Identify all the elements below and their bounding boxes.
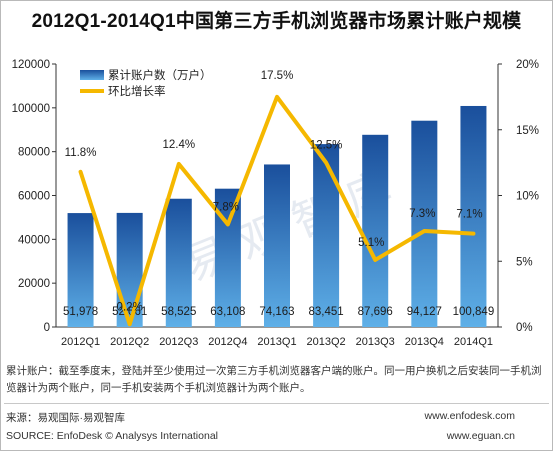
y-tick-label: 60000	[18, 191, 50, 203]
x-tick-label: 2012Q4	[208, 336, 247, 348]
line-value-label: 7.3%	[409, 208, 435, 220]
bar-accounts	[67, 213, 94, 327]
legend-label-bar: 累计账户数（万户）	[108, 68, 212, 82]
bar-accounts	[313, 144, 340, 327]
bar-value-label: 87,696	[358, 306, 393, 318]
bar-value-label: 100,849	[453, 306, 495, 318]
line-value-label: 5.1%	[358, 237, 384, 249]
y-tick-label: 20000	[18, 278, 50, 290]
y2-tick-label: 5%	[516, 256, 533, 268]
growth-rate-point	[79, 170, 83, 174]
bar-value-label: 83,451	[309, 306, 344, 318]
legend-label-line: 环比增长率	[108, 84, 166, 98]
line-value-label: 7.8%	[213, 201, 239, 213]
x-tick-label: 2012Q1	[61, 336, 100, 348]
growth-rate-point	[471, 232, 475, 236]
bar-value-label: 74,163	[259, 306, 294, 318]
bar-value-label: 94,127	[407, 306, 442, 318]
x-tick-label: 2013Q4	[405, 336, 444, 348]
source-en: SOURCE: EnfoDesk © Analysys Internationa…	[6, 430, 218, 442]
y-tick-label: 40000	[18, 234, 50, 246]
chart-footnote: 累计账户：截至季度末，登陆并至少使用过一次第三方手机浏览器客户端的账户。同一用户…	[6, 365, 542, 394]
bar-value-label: 63,108	[210, 306, 245, 318]
x-tick-label: 2012Q2	[110, 336, 149, 348]
bar-accounts	[362, 134, 389, 327]
growth-rate-point	[226, 222, 230, 226]
legend-swatch-bar	[80, 70, 104, 80]
bar-accounts	[460, 105, 487, 327]
y2-tick-label: 15%	[516, 125, 539, 137]
line-value-label: 0.2%	[117, 301, 143, 313]
source-cn: 来源：易观国际·易观智库	[6, 412, 125, 424]
bar-accounts	[165, 198, 192, 327]
source-url-eguan: www.eguan.cn	[446, 430, 515, 442]
y-tick-label: 120000	[12, 59, 50, 71]
line-value-label: 7.1%	[456, 209, 482, 221]
x-tick-label: 2013Q3	[356, 336, 395, 348]
growth-rate-point	[177, 162, 181, 166]
bar-value-label: 52,061	[112, 306, 147, 318]
footer-divider	[4, 403, 549, 404]
y-tick-label: 80000	[18, 147, 50, 159]
growth-rate-point	[275, 95, 279, 99]
bar-accounts	[116, 212, 143, 327]
x-tick-label: 2013Q1	[257, 336, 296, 348]
growth-rate-point	[324, 161, 328, 165]
y2-tick-label: 20%	[516, 59, 539, 71]
bar-accounts	[411, 120, 438, 328]
bar-accounts	[264, 164, 290, 327]
bar-value-label: 51,978	[63, 306, 98, 318]
y-tick-label: 100000	[12, 103, 50, 115]
source-url-enfodesk: www.enfodesk.com	[424, 410, 515, 422]
x-tick-label: 2014Q1	[454, 336, 493, 348]
growth-rate-point	[128, 322, 132, 326]
line-value-label: 17.5%	[261, 70, 294, 82]
y2-tick-label: 10%	[516, 191, 539, 203]
growth-rate-point	[422, 229, 426, 233]
x-tick-label: 2013Q2	[307, 336, 346, 348]
y2-tick-label: 0%	[516, 322, 533, 334]
growth-rate-point	[373, 258, 377, 262]
chart-title: 2012Q1-2014Q1中国第三方手机浏览器市场累计账户规模	[31, 11, 522, 32]
line-value-label: 12.5%	[310, 140, 343, 152]
line-value-label: 12.4%	[162, 139, 195, 151]
y-tick-label: 0	[44, 322, 50, 334]
line-value-label: 11.8%	[65, 147, 97, 159]
x-tick-label: 2012Q3	[159, 336, 198, 348]
bar-value-label: 58,525	[161, 306, 196, 318]
